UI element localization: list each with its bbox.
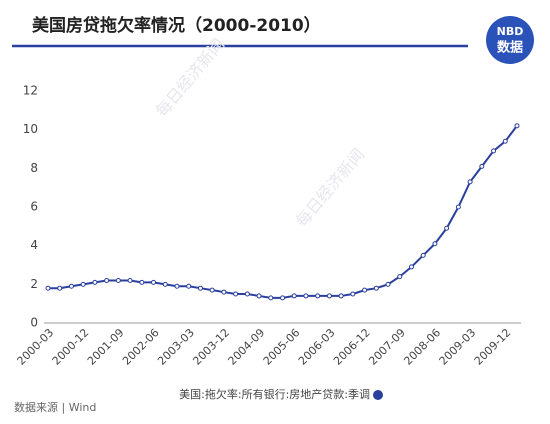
x-tick-label: 2000-12 [50, 326, 92, 368]
data-point [104, 277, 110, 283]
data-point [467, 179, 473, 185]
data-point [491, 148, 497, 154]
data-point [514, 123, 520, 129]
data-point [291, 293, 297, 299]
data-point [139, 279, 145, 285]
data-point [502, 138, 508, 144]
data-point [338, 293, 344, 299]
data-point [303, 293, 309, 299]
data-point [186, 283, 192, 289]
data-point [268, 295, 274, 301]
data-point [397, 274, 403, 280]
x-tick-label: 2005-06 [261, 326, 303, 368]
data-point [444, 225, 450, 231]
x-tick-label: 2001-09 [85, 326, 127, 368]
watermark: 每日经济新闻 [292, 145, 368, 231]
logo-top: NBD [497, 25, 524, 38]
legend-label: 美国:拖欠率:所有银行:房地产贷款:季调 [179, 387, 370, 401]
series-line [48, 125, 518, 299]
legend-marker [373, 390, 383, 400]
data-point [221, 289, 227, 295]
watermark: 每日经济新闻 [152, 35, 228, 121]
x-tick-label: 2007-09 [366, 326, 408, 368]
data-point [209, 287, 215, 293]
data-point [92, 279, 98, 285]
data-point [280, 295, 285, 301]
data-point [315, 293, 321, 299]
data-point [256, 293, 262, 299]
logo-bottom: 数据 [497, 40, 523, 56]
data-point [373, 285, 379, 291]
logo-circle [486, 16, 534, 64]
data-point [385, 281, 391, 287]
data-point [197, 285, 203, 291]
data-point [162, 281, 168, 287]
data-point [127, 277, 133, 283]
data-point [57, 285, 63, 291]
y-tick-label: 10 [23, 122, 38, 136]
source: 数据来源 | Wind [14, 400, 96, 414]
y-tick-label: 4 [30, 238, 38, 252]
data-point [45, 285, 51, 291]
chart-title: 美国房贷拖欠率情况（2000-2010） [32, 15, 321, 36]
data-point [420, 252, 426, 258]
data-point [408, 264, 414, 270]
y-tick-label: 8 [30, 161, 38, 175]
data-point [432, 241, 438, 247]
x-tick-label: 2006-12 [331, 326, 373, 368]
data-point [244, 291, 250, 297]
data-point [479, 163, 485, 169]
x-tick-label: 2004-09 [226, 326, 268, 368]
x-tick-label: 2003-12 [190, 326, 232, 368]
data-point [174, 283, 180, 289]
data-point [233, 291, 239, 297]
x-tick-label: 2009-03 [437, 326, 479, 368]
data-point [115, 277, 121, 283]
x-tick-label: 2002-06 [120, 326, 162, 368]
y-tick-label: 12 [23, 84, 38, 98]
x-tick-label: 2009-12 [472, 326, 514, 368]
data-point [68, 283, 74, 289]
y-tick-label: 6 [30, 200, 38, 214]
x-tick-label: 2006-03 [296, 326, 338, 368]
data-point [326, 293, 332, 299]
data-point [151, 279, 157, 285]
x-tick-label: 2003-03 [155, 326, 197, 368]
y-tick-label: 2 [30, 277, 38, 291]
data-point [362, 287, 368, 293]
y-tick-label: 0 [30, 316, 38, 330]
x-tick-label: 2000-03 [15, 326, 57, 368]
x-tick-label: 2008-06 [401, 326, 443, 368]
data-point [350, 291, 356, 297]
data-point [455, 204, 461, 210]
data-point [80, 281, 86, 287]
